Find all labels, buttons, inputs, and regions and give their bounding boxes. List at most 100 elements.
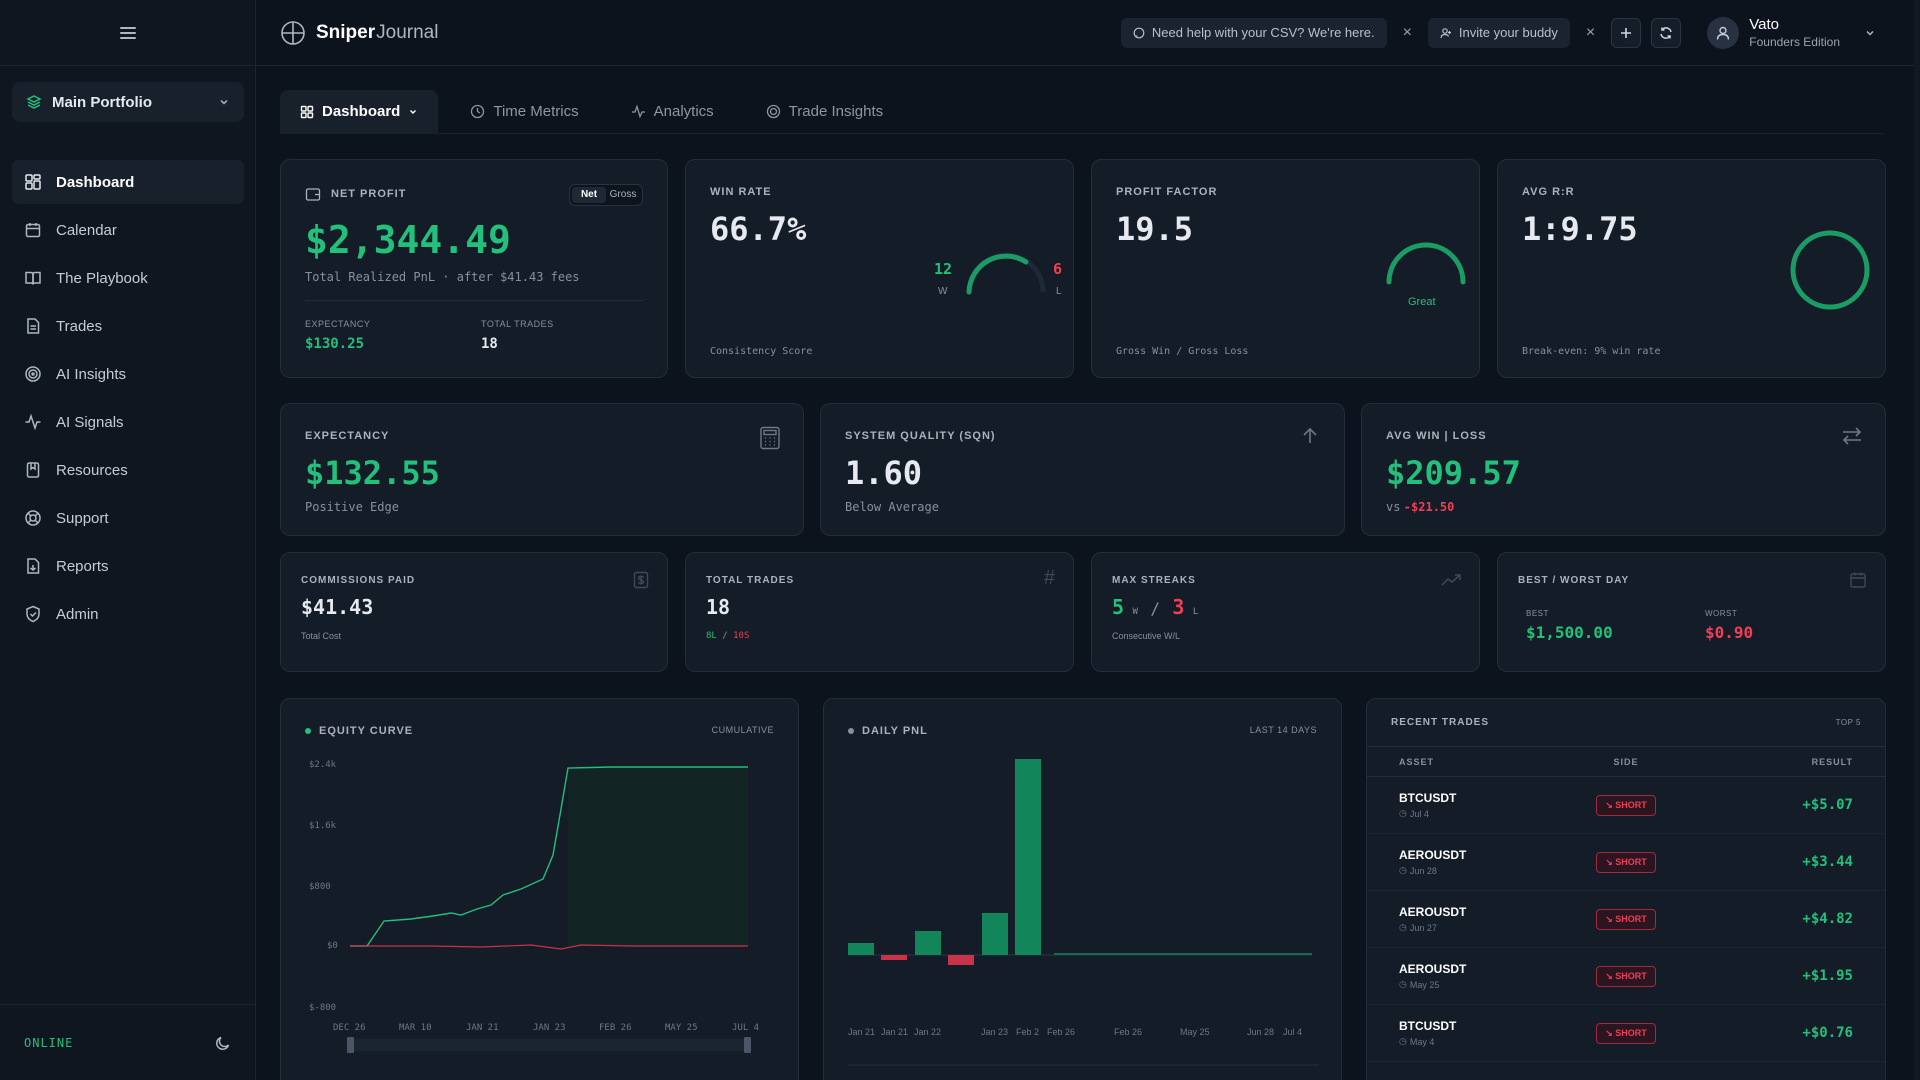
table-row[interactable]: BTCUSDT ◷ May 4 ↘ SHORT +$0.76 bbox=[1367, 1005, 1885, 1062]
pnl-bar bbox=[1015, 759, 1041, 955]
table-row[interactable]: AEROUSDT ◷ May 25 ↘ SHORT +$1.95 bbox=[1367, 948, 1885, 1005]
invite-buddy-button[interactable]: Invite your buddy bbox=[1427, 17, 1570, 48]
tab-label: Analytics bbox=[653, 103, 714, 120]
sidebar-item-ai-insights[interactable]: AI Insights bbox=[12, 352, 244, 396]
calendar-icon bbox=[1850, 572, 1866, 588]
trade-date-text: Jun 28 bbox=[1409, 865, 1437, 876]
sqn-sub: Below Average bbox=[845, 500, 939, 514]
recent-trades-title: RECENT TRADES bbox=[1391, 717, 1490, 728]
sidebar-item-admin[interactable]: Admin bbox=[12, 592, 244, 636]
equity-ytick: $1.6k bbox=[309, 821, 337, 831]
sidebar-item-label: Support bbox=[56, 509, 109, 527]
invite-buddy-text: Invite your buddy bbox=[1458, 25, 1558, 40]
tab-label: Time Metrics bbox=[493, 103, 579, 120]
vs-label: vs bbox=[1386, 500, 1401, 514]
worst-day-label: WORST bbox=[1705, 609, 1738, 618]
sidebar-nav: Dashboard Calendar The Playbook Trades A… bbox=[12, 160, 244, 640]
equity-ytick: $-800 bbox=[309, 1003, 336, 1013]
side-label: SHORT bbox=[1615, 799, 1647, 810]
range-handle-right[interactable] bbox=[744, 1037, 751, 1053]
scrollbar-track[interactable] bbox=[1914, 0, 1920, 1080]
pnl-bar bbox=[982, 913, 1008, 955]
avg-win-value: $209.57 bbox=[1386, 454, 1521, 492]
pnl-bar bbox=[848, 943, 874, 955]
toggle-gross[interactable]: Gross bbox=[609, 189, 637, 200]
wins-count: 12 bbox=[934, 260, 953, 278]
recent-trades-columns: ASSET SIDE RESULT bbox=[1367, 747, 1885, 777]
avg-loss-value: -$21.50 bbox=[1403, 500, 1455, 514]
refresh-button[interactable] bbox=[1651, 17, 1682, 48]
expectancy-value: $130.25 bbox=[305, 336, 365, 352]
table-row[interactable]: AEROUSDT ◷ Jun 27 ↘ SHORT +$4.82 bbox=[1367, 891, 1885, 948]
sidebar-item-calendar[interactable]: Calendar bbox=[12, 208, 244, 252]
table-row[interactable]: AEROUSDT ◷ Jun 28 ↘ SHORT +$3.44 bbox=[1367, 834, 1885, 891]
col-asset: ASSET bbox=[1399, 756, 1435, 767]
user-name: Vato bbox=[1749, 16, 1780, 33]
close-help-icon[interactable]: × bbox=[1402, 23, 1412, 41]
sidebar-item-support[interactable]: Support bbox=[12, 496, 244, 540]
clock-icon bbox=[471, 104, 485, 119]
daily-xtick: Jan 21 bbox=[848, 1027, 875, 1037]
portfolio-selector[interactable]: Main Portfolio bbox=[12, 82, 244, 122]
toggle-net[interactable]: Net bbox=[572, 187, 606, 203]
trade-date-text: Jul 4 bbox=[1409, 808, 1429, 819]
chevron-down-icon bbox=[1866, 30, 1874, 36]
table-row[interactable]: BTCUSDT ◷ Jul 4 ↘ SHORT +$5.07 bbox=[1367, 777, 1885, 834]
expectancy-card-sub: Positive Edge bbox=[305, 500, 399, 514]
worst-day-value: $0.90 bbox=[1705, 623, 1754, 642]
user-menu[interactable]: Vato Founders Edition bbox=[1707, 16, 1876, 49]
brand-logo[interactable]: Sniper Journal bbox=[280, 20, 438, 46]
loss-streak: 3 bbox=[1172, 595, 1185, 619]
equity-title: EQUITY CURVE bbox=[319, 725, 414, 737]
daily-xtick: Jul 4 bbox=[1283, 1027, 1302, 1037]
daily-xtick: Jan 22 bbox=[914, 1027, 941, 1037]
profit-factor-card: PROFIT FACTOR 19.5 Great Gross Win / Gro… bbox=[1091, 159, 1480, 378]
close-invite-icon[interactable]: × bbox=[1585, 23, 1596, 41]
sqn-label: SYSTEM QUALITY (SQN) bbox=[845, 430, 996, 442]
dashboard-icon bbox=[25, 174, 41, 190]
equity-xtick: MAR 10 bbox=[399, 1023, 432, 1033]
tab-analytics[interactable]: Analytics bbox=[611, 90, 734, 134]
sidebar-item-playbook[interactable]: The Playbook bbox=[12, 256, 244, 300]
side-badge: ↘ SHORT bbox=[1596, 851, 1656, 873]
split-sep: / bbox=[722, 631, 728, 641]
tab-time-metrics[interactable]: Time Metrics bbox=[450, 90, 598, 134]
commissions-value: $41.43 bbox=[301, 595, 374, 619]
help-csv-banner[interactable]: Need help with your CSV? We're here. bbox=[1120, 17, 1387, 48]
side-badge: ↘ SHORT bbox=[1596, 1022, 1656, 1044]
daily-pnl-card: DAILY PNL LAST 14 DAYS Jan 21 Jan 21 Jan… bbox=[823, 698, 1342, 1080]
range-slider-track[interactable] bbox=[350, 1039, 748, 1051]
sidebar-item-reports[interactable]: Reports bbox=[12, 544, 244, 588]
sidebar-item-label: Resources bbox=[56, 461, 128, 479]
range-handle-left[interactable] bbox=[347, 1037, 354, 1053]
sidebar-item-trades[interactable]: Trades bbox=[12, 304, 244, 348]
net-gross-toggle[interactable]: Net Gross bbox=[569, 184, 643, 206]
daily-tag: LAST 14 DAYS bbox=[1249, 725, 1317, 735]
net-profit-label: NET PROFIT bbox=[331, 188, 407, 200]
losses-count: 6 bbox=[1053, 260, 1063, 278]
tab-trade-insights[interactable]: Trade Insights bbox=[746, 90, 904, 134]
sidebar-item-dashboard[interactable]: Dashboard bbox=[12, 160, 244, 204]
expectancy-card-value: $132.55 bbox=[305, 454, 440, 492]
menu-icon[interactable] bbox=[119, 26, 136, 39]
side-badge: ↘ SHORT bbox=[1596, 965, 1656, 987]
net-profit-card: NET PROFIT Net Gross $2,344.49 Total Rea… bbox=[280, 159, 668, 378]
total-trades-value: 18 bbox=[481, 336, 498, 352]
sidebar-item-resources[interactable]: Resources bbox=[12, 448, 244, 492]
avg-loss-line: vs -$21.50 bbox=[1386, 500, 1454, 514]
target-icon bbox=[25, 366, 41, 382]
sidebar-item-ai-signals[interactable]: AI Signals bbox=[12, 400, 244, 444]
moon-icon[interactable] bbox=[214, 1034, 232, 1052]
add-button[interactable] bbox=[1611, 17, 1642, 48]
trade-date-text: May 25 bbox=[1409, 979, 1440, 990]
profit-factor-rating: Great bbox=[1408, 296, 1436, 308]
col-side: SIDE bbox=[1613, 756, 1639, 767]
sqn-card: SYSTEM QUALITY (SQN) 1.60 Below Average bbox=[820, 403, 1345, 536]
trending-up-icon bbox=[1441, 574, 1461, 586]
user-role: Founders Edition bbox=[1749, 35, 1840, 49]
sidebar-item-label: Dashboard bbox=[56, 173, 135, 191]
crosshair-icon bbox=[281, 20, 305, 45]
grid-icon bbox=[300, 105, 314, 118]
tab-dashboard[interactable]: Dashboard bbox=[280, 89, 439, 134]
trade-asset: AEROUSDT bbox=[1399, 905, 1467, 919]
